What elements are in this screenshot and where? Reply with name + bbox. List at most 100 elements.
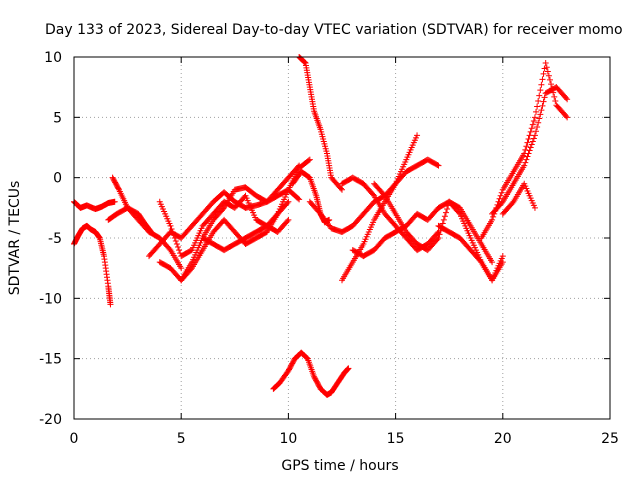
data-point xyxy=(545,72,552,79)
x-tick-label: 25 xyxy=(601,431,619,447)
data-point xyxy=(525,136,532,143)
data-point xyxy=(546,76,553,83)
data-point xyxy=(533,128,540,135)
data-point xyxy=(531,132,538,139)
data-point xyxy=(522,146,529,153)
data-point xyxy=(148,228,155,235)
data-point xyxy=(489,216,496,223)
data-point xyxy=(530,135,537,142)
data-point xyxy=(548,81,555,88)
data-point xyxy=(442,209,449,216)
data-point xyxy=(497,192,504,199)
data-point xyxy=(550,89,557,96)
data-point xyxy=(491,210,498,217)
data-point xyxy=(552,98,559,105)
y-tick-label: -20 xyxy=(39,412,62,428)
data-point xyxy=(540,98,547,105)
data-point xyxy=(523,156,530,163)
data-points xyxy=(71,54,571,398)
data-point xyxy=(537,111,544,118)
data-point xyxy=(107,301,114,308)
data-point xyxy=(434,161,441,168)
data-point xyxy=(538,81,545,88)
data-point xyxy=(496,195,503,202)
data-point xyxy=(170,231,177,238)
data-point xyxy=(563,113,570,120)
data-point xyxy=(551,93,558,100)
data-point xyxy=(303,354,310,361)
data-point xyxy=(524,139,531,146)
data-point xyxy=(528,141,535,148)
data-point xyxy=(531,114,538,121)
data-point xyxy=(440,216,447,223)
y-tick-label: 10 xyxy=(44,50,62,66)
data-point xyxy=(339,186,345,193)
data-point xyxy=(539,76,546,83)
data-point xyxy=(455,209,462,216)
tick-labels: 0 5 10 15 20 25 -20 -15 -10 -5 0 5 10 xyxy=(39,50,619,447)
data-point xyxy=(499,259,506,266)
data-point xyxy=(527,128,534,135)
data-point xyxy=(435,162,442,169)
chart-title: Day 133 of 2023, Sidereal Day-to-day VTE… xyxy=(45,22,623,38)
data-point xyxy=(540,70,547,77)
data-point xyxy=(526,132,533,139)
data-point xyxy=(563,95,570,102)
data-point xyxy=(176,247,183,254)
data-point xyxy=(436,231,443,238)
data-point xyxy=(167,222,174,229)
data-point xyxy=(174,244,181,251)
data-point xyxy=(380,191,387,198)
data-point xyxy=(535,98,542,105)
data-point xyxy=(169,228,176,235)
data-point xyxy=(187,266,194,273)
data-point xyxy=(535,119,542,126)
data-point xyxy=(564,96,571,103)
grid xyxy=(74,57,610,419)
data-point xyxy=(414,132,421,139)
x-tick-label: 5 xyxy=(177,431,186,447)
y-axis-label: SDTVAR / TECUs xyxy=(7,181,23,296)
data-point xyxy=(529,138,536,145)
data-point xyxy=(495,198,502,205)
data-point xyxy=(301,58,308,65)
data-point xyxy=(564,114,571,121)
data-point xyxy=(527,144,534,151)
y-tick-label: 0 xyxy=(53,171,62,187)
x-tick-label: 10 xyxy=(279,431,297,447)
data-point xyxy=(530,117,537,124)
data-point xyxy=(489,259,496,266)
data-point xyxy=(285,198,292,205)
x-tick-label: 0 xyxy=(70,431,79,447)
data-point xyxy=(434,236,441,243)
data-point xyxy=(173,241,180,248)
data-point xyxy=(541,94,548,101)
data-point xyxy=(493,204,500,211)
data-point xyxy=(147,228,154,235)
data-point xyxy=(444,206,451,213)
data-point xyxy=(542,60,549,67)
data-point xyxy=(337,185,344,192)
y-tick-label: -5 xyxy=(48,231,62,247)
data-point xyxy=(544,68,551,75)
y-tick-label: -10 xyxy=(39,291,62,307)
data-point xyxy=(187,247,194,254)
data-point xyxy=(220,206,227,213)
data-point xyxy=(305,157,312,164)
data-point xyxy=(549,85,556,92)
data-point xyxy=(477,257,484,264)
x-tick-label: 20 xyxy=(494,431,512,447)
data-point xyxy=(111,198,118,205)
data-point xyxy=(306,156,313,163)
data-point xyxy=(521,162,528,169)
data-point xyxy=(284,218,291,225)
data-point xyxy=(441,213,448,220)
data-point xyxy=(539,102,546,109)
data-point xyxy=(534,103,541,110)
data-point xyxy=(498,200,505,207)
data-point xyxy=(538,107,545,114)
data-point xyxy=(490,213,497,220)
data-point xyxy=(531,204,538,211)
